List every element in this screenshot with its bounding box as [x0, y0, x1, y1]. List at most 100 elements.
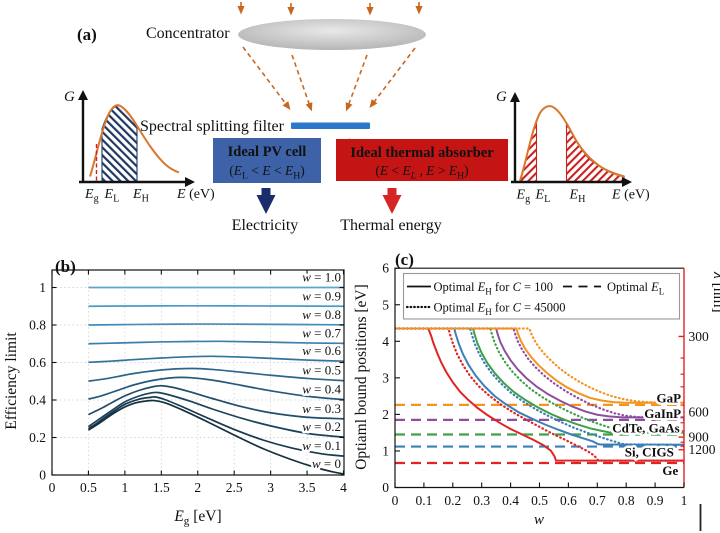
x-tick-label: 0.9	[647, 493, 664, 508]
series-label: w = 0.4	[302, 382, 341, 397]
thermal-energy-label: Thermal energy	[340, 217, 441, 234]
eh-label: EH	[569, 188, 586, 206]
x-tick-label: 0.7	[589, 493, 606, 508]
sunlight-rays-icon	[237, 2, 423, 16]
curve-w=0.6	[88, 355, 344, 364]
panel-c-tag: (c)	[395, 250, 414, 269]
eh-label: EH	[132, 187, 149, 205]
curve-GaP-dotted	[395, 327, 684, 404]
curve-w=0	[87, 399, 344, 475]
series-label: w = 0	[312, 456, 341, 471]
curve-GaInP-solid	[395, 327, 684, 419]
y-tick-label: 6	[382, 261, 389, 276]
el-label: EL	[104, 187, 120, 205]
legend-entry-dotted: Optimal EH for C = 45000	[434, 301, 566, 318]
concentrator-label: Concentrator	[146, 25, 230, 42]
curve-GaInP-dotted	[395, 327, 684, 419]
y-tick-label: 1	[39, 280, 46, 295]
curve-w=0.2	[87, 391, 344, 438]
x-tick-label: 1	[122, 480, 129, 495]
y-tick-label: 0.4	[29, 393, 46, 408]
x-tick-label: 0	[49, 480, 56, 495]
g-axis-label: G	[64, 89, 75, 105]
x-tick-label: 0.2	[444, 493, 461, 508]
panel-c-series	[395, 327, 684, 465]
panel-c-chart: (c) 0 0.1 0.2 0.3 0.4 0.5 0.6 0.7 0.8 0.9 1 0 1 2 3 4 5 6…	[353, 250, 720, 528]
pv-box-title: Ideal PV cell	[228, 144, 307, 160]
series-label: w = 0.3	[302, 401, 341, 416]
lambda-tick-label: 600	[689, 404, 710, 419]
legend-entry-solid: Optimal EH for C = 100	[434, 280, 553, 297]
panel-a-diagram: (a) Concentrator Spectral splitting filt…	[64, 2, 650, 234]
ideal-pv-cell-box: Ideal PV cell (EL < E < EH)	[213, 138, 321, 183]
curve-SiCIGS-dotted	[395, 327, 684, 446]
panel-c-legend: Optimal EH for C = 100 Optimal EL Optima…	[402, 272, 681, 320]
curve-w=0.3	[88, 384, 344, 420]
pv-spectrum-minichart: G Eg EL EH E (eV)	[64, 89, 215, 205]
material-label-GaInP: GaInP	[644, 406, 681, 421]
x-tick-label: 3	[267, 480, 274, 495]
y-tick-label: 0.2	[29, 430, 46, 445]
series-label: w = 1.0	[302, 270, 341, 285]
y-tick-label: 3	[382, 370, 389, 385]
y-tick-label: 4	[382, 334, 389, 349]
thermal-box-condition: (E < EL , E > EH)	[375, 163, 468, 182]
panel-b-tag: (b)	[55, 257, 76, 276]
series-label: w = 0.2	[302, 419, 341, 434]
x-tick-label: 0.5	[80, 480, 97, 495]
electricity-label: Electricity	[232, 217, 299, 234]
panel-a-tag: (a)	[77, 25, 97, 44]
y-tick-label: 2	[382, 407, 389, 422]
curve-w=0.1	[87, 396, 344, 457]
y-tick-label: 0	[382, 480, 389, 495]
thermal-high-hatch	[565, 122, 625, 183]
series-label: w = 0.9	[302, 288, 341, 303]
series-label: w = 0.1	[302, 438, 341, 453]
panel-b-xlabel: Eg [eV]	[173, 508, 221, 528]
panel-b-series-labels: w = 1.0 w = 0.9 w = 0.8 w = 0.7 w = 0.6 w = 0…	[300, 267, 344, 473]
ideal-thermal-absorber-box: Ideal thermal absorber (E < EL , E > EH)	[336, 139, 508, 182]
x-tick-label: 1	[681, 493, 688, 508]
filter-bar-icon	[291, 122, 370, 129]
x-tick-label: 0.5	[531, 493, 548, 508]
converging-rays-icon	[242, 46, 416, 112]
curve-w=0.4	[88, 376, 344, 401]
panel-c-left-ylabel: Optiaml bound positions [eV]	[353, 284, 370, 470]
panel-b-axes: 0 0.5 1 1.5 2 2.5 3 3.5 4 0 0.2 0.4 0.6 0.8 1	[29, 269, 347, 495]
series-label: w = 0.8	[302, 307, 341, 322]
e-axis-label: E (eV)	[176, 187, 215, 202]
panel-b-grid	[52, 270, 344, 475]
panel-b-series	[87, 286, 344, 475]
filter-label: Spectral splitting filter	[140, 118, 285, 135]
material-label-SiCIGS: Si, CIGS	[625, 445, 674, 460]
eg-label: Eg	[516, 188, 531, 206]
y-tick-label: 0	[39, 468, 46, 483]
el-label: EL	[535, 188, 551, 206]
x-tick-label: 4	[340, 480, 347, 495]
curve-Ge-dotted	[395, 327, 684, 462]
panel-c-right-ylabel: λ [nm]	[710, 271, 720, 313]
x-tick-label: 0.8	[618, 493, 635, 508]
material-label-CdTeGaAs: CdTe, GaAs	[612, 420, 679, 435]
x-tick-label: 2.5	[226, 480, 243, 495]
series-label: w = 0.5	[302, 363, 341, 378]
panel-b-chart: (b) 0 0.5 1 1.5 2 2.5 3 3.5 4 0 0.2 0.4 0.6 0.8 1 w = …	[3, 257, 347, 528]
material-label-Ge: Ge	[662, 463, 678, 478]
x-tick-label: 0	[392, 493, 399, 508]
lambda-tick-label: 1200	[689, 442, 716, 457]
concentrator-lens-icon	[238, 19, 426, 50]
g-axis-label: G	[496, 89, 507, 105]
curve-CdTeGaAs-dotted	[395, 327, 684, 434]
curve-w=0.7	[88, 340, 344, 345]
curve-Ge-solid	[395, 327, 684, 462]
panel-c-xlabel: w	[534, 512, 544, 528]
lambda-tick-label: 300	[689, 329, 710, 344]
series-label: w = 0.6	[302, 343, 341, 358]
pv-box-condition: (EL < E < EH)	[229, 163, 304, 182]
series-label: w = 0.7	[302, 325, 341, 340]
y-tick-label: 0.6	[29, 355, 46, 370]
curve-GaP-solid	[395, 327, 684, 404]
x-tick-label: 0.4	[502, 493, 519, 508]
